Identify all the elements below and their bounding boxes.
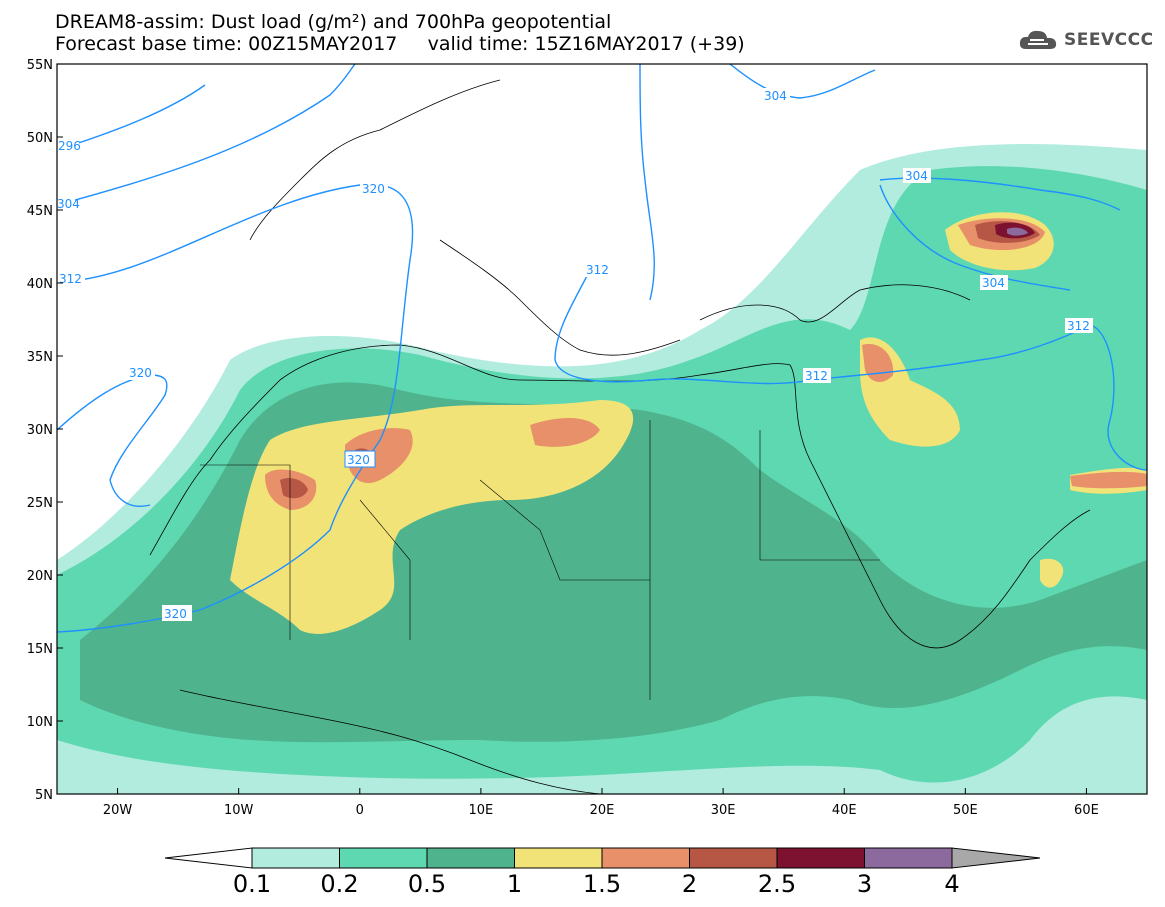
dust-layer-2 (280, 478, 308, 499)
colorbar-swatch (776, 847, 865, 869)
dust-layer-4 (1007, 227, 1028, 236)
dust-layer-1.5-f (1070, 471, 1147, 489)
lat-tick-label: 40N (27, 277, 53, 292)
lon-tick-label: 40E (832, 803, 857, 818)
colorbar-label: 3 (856, 870, 873, 898)
dust-layer-1.5-c (530, 418, 600, 447)
dust-layer-1-oman (1040, 558, 1064, 588)
contour-label: 320 (164, 607, 187, 621)
colorbar-label: 1.5 (582, 870, 622, 898)
colorbar (164, 847, 1041, 869)
contour-label: 320 (362, 182, 385, 196)
dust-layer-1.5-b (345, 428, 413, 484)
colorbar-label: 2 (681, 870, 698, 898)
colorbar-over-triangle (951, 847, 1041, 869)
dust-layer-1 (230, 400, 634, 634)
lat-tick-label: 15N (27, 642, 53, 657)
contour-label: 312 (59, 272, 82, 286)
contour-label: 304 (905, 169, 928, 183)
map-subtitle: Forecast base time: 00Z15MAY2017 valid t… (55, 33, 745, 55)
colorbar-swatch (689, 847, 778, 869)
colorbar-label: 1 (506, 870, 523, 898)
contour-label: 296 (58, 139, 81, 153)
colorbar-swatch (514, 847, 603, 869)
colorbar-label: 2.5 (757, 870, 797, 898)
lat-tick-label: 25N (27, 496, 53, 511)
lon-tick-label: 60E (1074, 803, 1099, 818)
lat-tick-label: 20N (27, 569, 53, 584)
colorbar-swatch (864, 847, 953, 869)
lat-tick-label: 35N (27, 350, 53, 365)
contour-label: 320 (129, 366, 152, 380)
lat-tick-label: 55N (27, 58, 53, 73)
lat-tick-label: 5N (35, 788, 53, 803)
colorbar-swatch (339, 847, 428, 869)
lat-tick-label: 45N (27, 204, 53, 219)
lon-tick-label: 0 (356, 803, 364, 818)
lon-tick-label: 10W (224, 803, 254, 818)
contour-label: 304 (982, 276, 1005, 290)
colorbar-label: 0.5 (407, 870, 447, 898)
contour-labels: 296 304 312 320 320 320 320 312 312 312 … (57, 88, 1093, 621)
contour-label: 312 (1067, 319, 1090, 333)
coastlines (149, 79, 1091, 794)
dust-field (57, 64, 1147, 794)
contour-label: 304 (764, 89, 787, 103)
colorbar-label: 0.1 (232, 870, 272, 898)
cloud-icon (1019, 30, 1057, 49)
map-title: DREAM8-assim: Dust load (g/m²) and 700hP… (55, 11, 612, 33)
lon-tick-label: 30E (711, 803, 736, 818)
contour-label: 320 (347, 453, 370, 467)
axis-ticks: 55N 50N 45N 40N 35N 30N 25N 20N 15N 10N 5N 20W 10W 0 1… (27, 58, 1099, 818)
colorbar-swatch (251, 847, 340, 869)
contour-label: 312 (805, 369, 828, 383)
lat-tick-label: 10N (27, 715, 53, 730)
contour-label: 312 (586, 263, 609, 277)
seevccc-logo: SEEVCCC (1018, 26, 1154, 54)
colorbar-under-triangle (164, 847, 253, 869)
colorbar-label: 4 (944, 870, 960, 898)
colorbar-swatch (601, 847, 690, 869)
logo-text: SEEVCCC (1064, 30, 1154, 50)
lat-tick-label: 30N (27, 423, 53, 438)
colorbar-label: 0.2 (320, 870, 359, 898)
lon-tick-label: 20E (590, 803, 615, 818)
lon-tick-label: 50E (953, 803, 978, 818)
lat-tick-label: 50N (27, 131, 53, 146)
contour-label: 304 (57, 197, 80, 211)
lon-tick-label: 10E (469, 803, 494, 818)
lon-tick-label: 20W (103, 803, 133, 818)
colorbar-swatch (426, 847, 515, 869)
borders (200, 420, 880, 700)
